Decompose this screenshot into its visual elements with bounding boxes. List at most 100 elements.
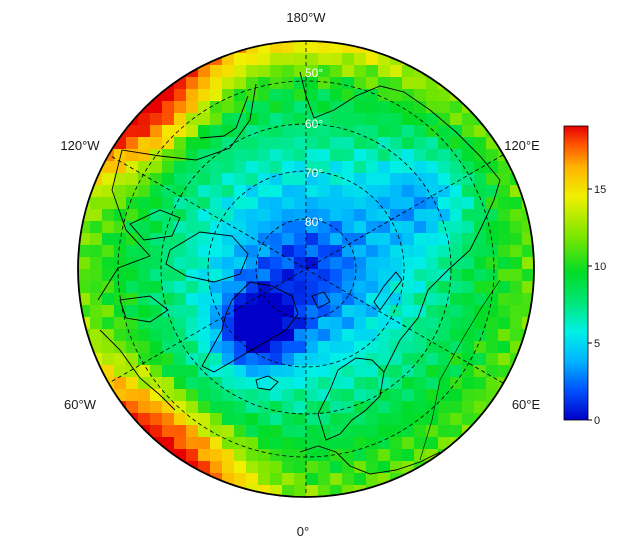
field-cell — [354, 257, 367, 270]
field-cell — [90, 305, 103, 318]
field-cell — [186, 389, 199, 402]
field-cell — [162, 89, 175, 102]
field-cell — [306, 113, 319, 126]
field-cell — [222, 125, 235, 138]
field-cell — [210, 281, 223, 294]
field-cell — [414, 161, 427, 174]
field-cell — [414, 137, 427, 150]
field-cell — [354, 425, 367, 438]
field-cell — [330, 149, 343, 162]
field-cell — [342, 53, 355, 66]
field-cell — [378, 233, 391, 246]
field-cell — [90, 329, 103, 342]
field-cell — [342, 77, 355, 90]
field-cell — [354, 449, 367, 462]
field-cell — [366, 65, 379, 78]
field-cell — [378, 113, 391, 126]
field-cell — [462, 269, 475, 282]
field-cell — [162, 413, 175, 426]
field-cell — [102, 173, 115, 186]
field-cell — [318, 53, 331, 66]
field-cell — [462, 425, 475, 438]
field-cell — [258, 365, 271, 378]
field-cell — [306, 221, 319, 234]
field-cell — [294, 221, 307, 234]
field-cell — [330, 65, 343, 78]
field-cell — [258, 77, 271, 90]
field-cell — [174, 161, 187, 174]
field-cell — [294, 329, 307, 342]
field-cell — [246, 293, 259, 306]
field-cell — [450, 293, 463, 306]
field-cell — [306, 185, 319, 198]
field-cell — [258, 101, 271, 114]
field-cell — [354, 53, 367, 66]
field-cell — [426, 329, 439, 342]
field-cell — [294, 269, 307, 282]
field-cell — [318, 125, 331, 138]
field-cell — [318, 149, 331, 162]
field-cell — [378, 149, 391, 162]
field-cell — [186, 293, 199, 306]
field-cell — [342, 89, 355, 102]
field-cell — [522, 305, 534, 318]
field-cell — [390, 329, 403, 342]
field-cell — [234, 221, 247, 234]
field-cell — [402, 281, 415, 294]
field-cell — [450, 425, 463, 438]
field-cell — [114, 305, 127, 318]
field-cell — [138, 317, 151, 330]
field-cell — [306, 125, 319, 138]
field-cell — [150, 161, 163, 174]
field-cell — [138, 161, 151, 174]
field-cell — [318, 269, 331, 282]
field-cell — [294, 317, 307, 330]
field-cell — [282, 365, 295, 378]
field-cell — [282, 197, 295, 210]
field-cell — [510, 245, 523, 258]
field-cell — [234, 125, 247, 138]
field-cell — [402, 65, 415, 78]
field-cell — [246, 149, 259, 162]
field-cell — [90, 257, 103, 270]
lat-circle-80 — [255, 218, 357, 320]
field-cell — [126, 125, 139, 138]
field-cell — [186, 449, 199, 462]
field-cell — [462, 257, 475, 270]
field-cell — [174, 425, 187, 438]
field-cell — [414, 197, 427, 210]
field-cell — [378, 89, 391, 102]
field-cell — [198, 77, 211, 90]
field-cell — [90, 317, 103, 330]
lat-label-70: 70° — [305, 166, 323, 180]
field-cell — [402, 305, 415, 318]
field-cell — [186, 377, 199, 390]
field-cell — [210, 317, 223, 330]
field-cell — [270, 185, 283, 198]
field-cell — [210, 101, 223, 114]
field-cell — [186, 305, 199, 318]
field-cell — [342, 161, 355, 174]
field-cell — [222, 185, 235, 198]
field-cell — [258, 377, 271, 390]
field-cell — [126, 161, 139, 174]
field-cell — [378, 209, 391, 222]
field-cell — [258, 329, 271, 342]
field-cell — [462, 137, 475, 150]
field-cell — [342, 401, 355, 414]
field-cell — [246, 53, 259, 66]
field-cell — [270, 281, 283, 294]
field-cell — [282, 317, 295, 330]
field-cell — [378, 197, 391, 210]
field-cell — [102, 305, 115, 318]
field-cell — [198, 245, 211, 258]
field-cell — [126, 197, 139, 210]
field-cell — [450, 161, 463, 174]
field-cell — [126, 413, 139, 426]
field-cell — [366, 53, 379, 66]
field-cell — [258, 221, 271, 234]
field-cell — [138, 353, 151, 366]
field-cell — [198, 209, 211, 222]
field-cell — [162, 185, 175, 198]
field-cell — [438, 317, 451, 330]
